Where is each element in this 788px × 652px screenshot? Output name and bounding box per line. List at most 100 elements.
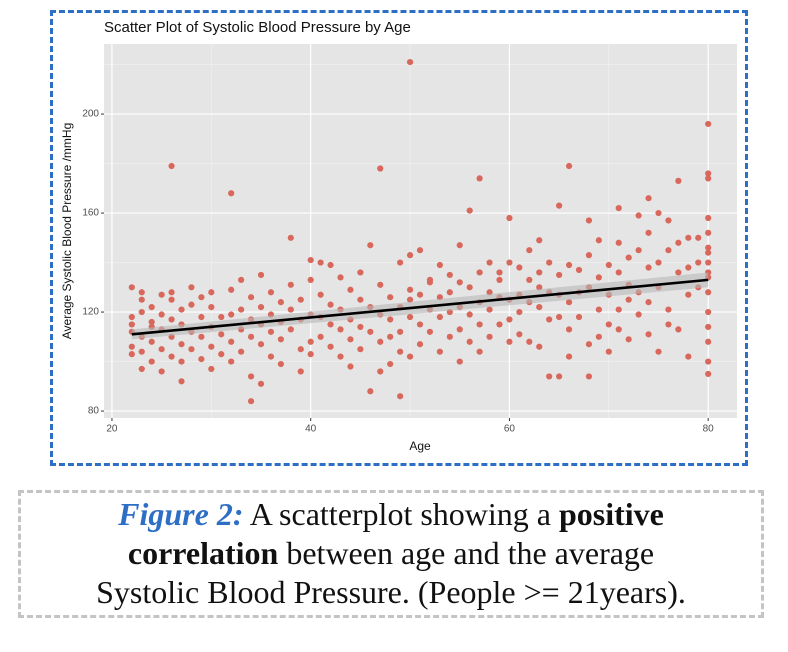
point: [486, 333, 493, 340]
point: [645, 229, 652, 236]
point: [565, 353, 573, 360]
point: [138, 365, 145, 373]
point: [228, 311, 235, 318]
point: [198, 333, 205, 340]
point: [695, 234, 702, 241]
trend-line: [131, 278, 709, 336]
point: [446, 289, 453, 296]
point: [158, 291, 165, 298]
point: [655, 348, 662, 355]
point: [128, 321, 135, 328]
y-tick-label: 80: [88, 406, 100, 417]
point: [536, 237, 543, 244]
point: [486, 259, 493, 266]
point: [456, 242, 463, 249]
point: [218, 331, 225, 338]
point: [476, 175, 483, 182]
point: [705, 289, 712, 296]
point: [208, 343, 215, 350]
point: [645, 331, 652, 338]
point: [238, 276, 245, 283]
point: [198, 313, 205, 321]
point: [605, 348, 612, 355]
point: [546, 316, 553, 323]
y-tick-label: 200: [82, 109, 99, 120]
point: [148, 338, 155, 345]
point: [168, 353, 175, 360]
point: [635, 212, 642, 219]
point: [327, 301, 334, 308]
point: [685, 353, 692, 360]
point: [516, 331, 523, 338]
point: [387, 333, 394, 340]
point: [347, 286, 354, 293]
point: [506, 338, 513, 345]
point: [397, 328, 404, 335]
point: [476, 348, 483, 355]
point: [287, 306, 294, 313]
point: [208, 304, 215, 311]
point: [585, 217, 593, 224]
point: [357, 296, 364, 303]
point: [426, 279, 434, 286]
point: [178, 378, 185, 385]
point: [208, 289, 215, 296]
point: [526, 276, 533, 283]
point: [585, 373, 593, 380]
point: [565, 326, 573, 333]
point: [158, 311, 165, 318]
point: [317, 333, 324, 340]
point: [665, 217, 672, 224]
point: [257, 341, 265, 348]
caption-text: A scatterplot showing a: [249, 496, 551, 532]
point: [317, 259, 324, 266]
point: [625, 254, 632, 261]
point: [466, 284, 473, 291]
point: [377, 281, 384, 288]
point: [377, 338, 384, 345]
point: [327, 261, 334, 269]
point: [416, 291, 424, 298]
point: [297, 346, 304, 353]
point: [585, 341, 593, 348]
point: [705, 308, 712, 316]
point: [665, 306, 672, 313]
point: [247, 398, 255, 405]
point: [367, 242, 374, 249]
point: [168, 316, 175, 323]
point: [228, 286, 235, 293]
y-tick-label: 120: [82, 307, 99, 318]
point: [148, 318, 155, 326]
point: [238, 348, 245, 355]
point: [247, 333, 255, 340]
point: [685, 264, 692, 271]
point: [277, 360, 284, 368]
point: [247, 373, 255, 380]
point: [277, 299, 284, 306]
plot-frame: [50, 10, 748, 466]
point: [675, 239, 682, 246]
point: [665, 321, 672, 328]
x-tick-label: 40: [305, 424, 317, 435]
point: [397, 393, 404, 400]
point: [635, 247, 642, 254]
point: [565, 261, 573, 269]
point: [128, 313, 135, 321]
point: [625, 296, 632, 303]
point: [496, 321, 503, 328]
point: [218, 351, 225, 358]
point: [705, 175, 712, 182]
point: [228, 358, 235, 365]
point: [138, 289, 145, 296]
point: [347, 363, 354, 370]
point: [257, 304, 265, 311]
point: [565, 162, 573, 170]
point: [416, 321, 424, 328]
point: [655, 209, 662, 217]
point: [436, 348, 443, 355]
point: [556, 313, 563, 321]
point: [168, 296, 175, 303]
point: [705, 244, 712, 251]
point: [615, 239, 622, 246]
